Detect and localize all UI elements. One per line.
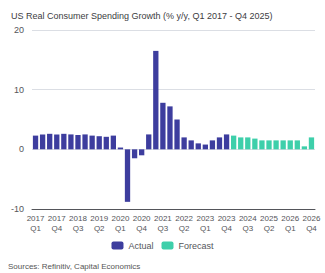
- svg-text:Sources: Refinitiv, Capital Ec: Sources: Refinitiv, Capital Economics: [8, 262, 140, 271]
- svg-text:Q3: Q3: [158, 224, 169, 233]
- svg-text:2017: 2017: [48, 214, 66, 223]
- svg-text:Q2: Q2: [179, 224, 190, 233]
- svg-text:Q4: Q4: [136, 224, 147, 233]
- svg-text:0: 0: [19, 144, 24, 154]
- svg-text:2019: 2019: [90, 214, 108, 223]
- svg-text:20: 20: [14, 25, 24, 35]
- svg-text:US Real Consumer Spending Grow: US Real Consumer Spending Growth (% y/y,…: [11, 11, 272, 21]
- svg-text:2020: 2020: [133, 214, 151, 223]
- svg-text:2025: 2025: [260, 214, 278, 223]
- svg-text:Q4: Q4: [306, 224, 317, 233]
- svg-text:2018: 2018: [69, 214, 87, 223]
- svg-text:Q1: Q1: [30, 224, 41, 233]
- svg-text:2020: 2020: [112, 214, 130, 223]
- svg-text:Q2: Q2: [94, 224, 105, 233]
- svg-text:2026: 2026: [303, 214, 321, 223]
- svg-text:Actual: Actual: [128, 241, 153, 251]
- svg-text:2022: 2022: [175, 214, 193, 223]
- svg-text:Q2: Q2: [264, 224, 275, 233]
- svg-text:Q3: Q3: [242, 224, 253, 233]
- svg-text:Q3: Q3: [73, 224, 84, 233]
- svg-text:Forecast: Forecast: [179, 241, 215, 251]
- svg-text:2017: 2017: [27, 214, 45, 223]
- svg-text:2026: 2026: [281, 214, 299, 223]
- svg-text:2021: 2021: [154, 214, 172, 223]
- svg-text:2023: 2023: [218, 214, 236, 223]
- svg-text:2024: 2024: [239, 214, 257, 223]
- svg-text:10: 10: [14, 85, 24, 95]
- svg-text:Q1: Q1: [115, 224, 126, 233]
- svg-text:Q1: Q1: [285, 224, 296, 233]
- svg-text:2023: 2023: [196, 214, 214, 223]
- svg-text:Q4: Q4: [221, 224, 232, 233]
- svg-text:Q1: Q1: [200, 224, 211, 233]
- svg-text:Q4: Q4: [51, 224, 62, 233]
- svg-text:-10: -10: [11, 204, 24, 214]
